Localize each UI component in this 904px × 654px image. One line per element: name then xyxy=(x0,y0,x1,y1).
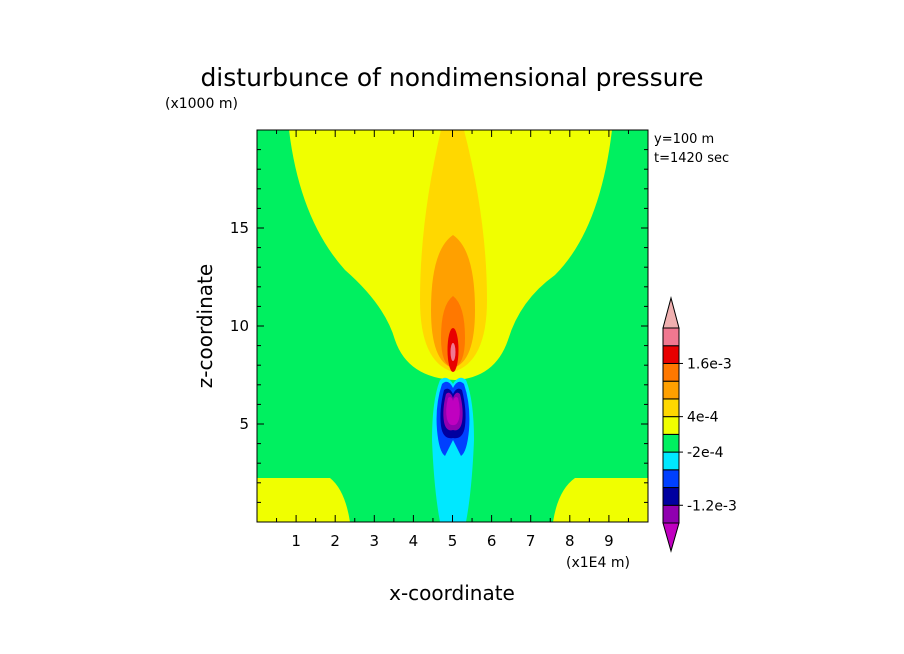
x-tick-label: 4 xyxy=(409,532,419,550)
colorbar-swatch xyxy=(662,469,680,489)
colorbar-swatch xyxy=(662,345,680,364)
y-tick-label: 10 xyxy=(230,317,249,335)
colorbar-swatch xyxy=(662,433,680,453)
x-tick-label: 8 xyxy=(565,532,575,550)
colorbar-swatch xyxy=(662,416,680,435)
x-axis-label: x-coordinate xyxy=(389,581,515,605)
colorbar-swatch xyxy=(662,327,680,347)
y-tick-label: 15 xyxy=(230,219,249,237)
x-tick-label: 2 xyxy=(330,532,340,550)
colorbar-swatch xyxy=(662,380,680,400)
colorbar-swatch xyxy=(662,362,680,382)
colorbar-swatch xyxy=(662,504,680,524)
contour-region-pos1-left xyxy=(257,478,350,522)
y-unit-label: (x1000 m) xyxy=(165,96,238,112)
x-tick-label: 6 xyxy=(487,532,497,550)
colorbar-swatch xyxy=(662,398,680,418)
colorbar-swatch xyxy=(662,487,680,506)
y-tick-label: 5 xyxy=(239,415,249,433)
colorbar-end-high xyxy=(662,296,680,329)
annotation-y: y=100 m xyxy=(654,132,714,147)
x-tick-label: 1 xyxy=(291,532,301,550)
colorbar-label: -1.2e-3 xyxy=(687,498,737,514)
y-axis: 5 10 15 xyxy=(230,149,648,503)
colorbar-swatch xyxy=(662,451,680,471)
plot-area xyxy=(256,129,649,523)
colorbar-label: 1.6e-3 xyxy=(687,356,732,372)
colorbar-end-low xyxy=(662,522,680,553)
annotation-t: t=1420 sec xyxy=(654,151,729,166)
colorbar: 1.6e-3 4e-4 -2e-4 -1.2e-3 xyxy=(662,296,737,553)
chart-title: disturbunce of nondimensional pressure xyxy=(200,63,703,92)
colorbar-label: -2e-4 xyxy=(687,445,724,461)
x-axis: 1 2 3 4 5 6 7 8 9 xyxy=(276,130,629,550)
x-unit-label: (x1E4 m) xyxy=(566,555,630,571)
y-axis-label: z-coordinate xyxy=(193,264,217,388)
x-tick-label: 9 xyxy=(604,532,614,550)
contour-region-pos6 xyxy=(450,343,456,361)
x-tick-label: 7 xyxy=(526,532,536,550)
contour-region-neg5 xyxy=(446,397,460,426)
colorbar-label: 4e-4 xyxy=(687,410,719,426)
x-tick-label: 3 xyxy=(370,532,380,550)
x-tick-label: 5 xyxy=(448,532,458,550)
contour-region-pos1-right xyxy=(553,478,648,522)
